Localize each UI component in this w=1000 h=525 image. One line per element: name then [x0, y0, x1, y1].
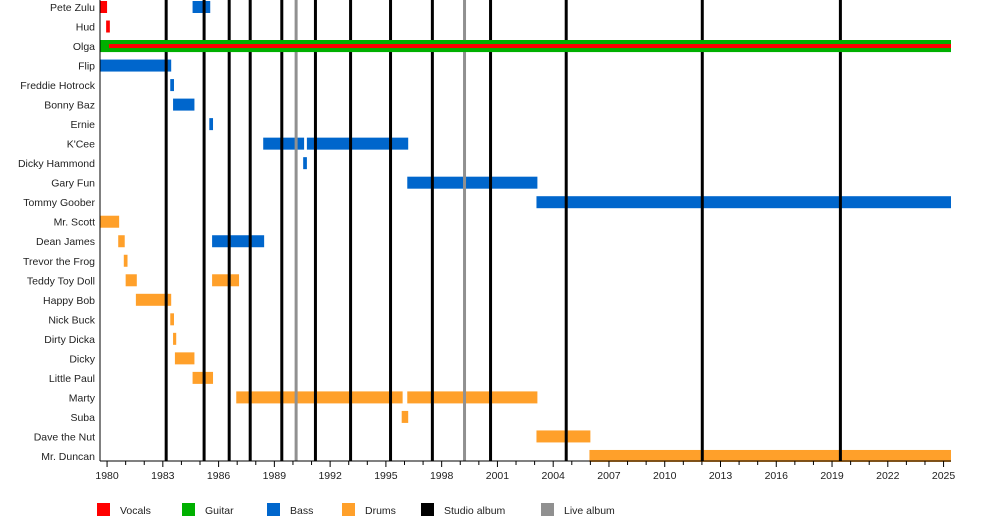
member-label: Mr. Scott [54, 217, 96, 229]
studio-album-line [564, 0, 568, 461]
bar-drums-dean-james [118, 235, 125, 248]
studio-album-line [227, 0, 231, 461]
bar-drums-teddy-toy-doll [212, 274, 240, 287]
bar-vocals-olga-overlay [108, 44, 952, 49]
bar-bass-flip [100, 59, 172, 72]
member-label: Dirty Dicka [44, 334, 95, 346]
member-label: Trevor the Frog [23, 256, 95, 268]
x-tick-label: 2025 [932, 470, 956, 482]
bar-bass-k-cee [306, 137, 409, 150]
studio-album-line [489, 0, 493, 461]
x-tick-label: 2001 [486, 470, 510, 482]
bar-drums-marty [236, 391, 403, 404]
x-tick-label: 1989 [263, 470, 287, 482]
x-tick-label: 1980 [95, 470, 119, 482]
member-label: Marty [69, 392, 96, 404]
bar-vocals-hud [106, 20, 110, 33]
legend-label: Live album [564, 505, 615, 517]
studio-album-line [313, 0, 317, 461]
bar-bass-k-cee [263, 137, 305, 150]
legend-swatch-live-album [541, 503, 554, 516]
legend-label: Bass [290, 505, 313, 517]
member-label: Happy Bob [43, 295, 95, 307]
member-label: Olga [73, 41, 95, 53]
legend-swatch-guitar [182, 503, 195, 516]
member-label: Dicky [69, 353, 95, 365]
member-label: Dicky Hammond [18, 158, 95, 170]
bar-bass-bonny-baz [173, 98, 195, 111]
bar-bass-dean-james [212, 235, 265, 248]
member-label: Dean James [36, 236, 95, 248]
legend-label: Drums [365, 505, 396, 517]
legend-label: Guitar [205, 505, 234, 517]
member-label: Nick Buck [48, 314, 95, 326]
bar-drums-happy-bob [135, 293, 172, 306]
member-label: Dave the Nut [34, 431, 95, 443]
member-label: K'Cee [67, 139, 95, 151]
member-label: Tommy Goober [23, 197, 95, 209]
x-tick-label: 2013 [709, 470, 733, 482]
bar-drums-dicky [174, 352, 195, 365]
bar-bass-tommy-goober [536, 196, 951, 209]
legend-swatch-studio-album [421, 503, 434, 516]
bar-drums-nick-buck [170, 313, 174, 326]
studio-album-line [164, 0, 168, 461]
studio-album-line [838, 0, 842, 461]
x-tick-label: 2016 [765, 470, 789, 482]
member-label: Bonny Baz [44, 100, 95, 112]
member-label: Ernie [70, 119, 95, 131]
bar-drums-mr-duncan [589, 449, 951, 462]
x-tick-label: 1983 [151, 470, 175, 482]
studio-album-line [700, 0, 704, 461]
bar-bass-dicky-hammond [303, 157, 307, 170]
x-tick-label: 2004 [542, 470, 566, 482]
bar-drums-mr-scott [100, 215, 120, 228]
legend-swatch-drums [342, 503, 355, 516]
member-label: Freddie Hotrock [20, 80, 95, 92]
member-label: Flip [78, 61, 95, 73]
bar-drums-dave-the-nut [536, 430, 591, 443]
legend-label: Studio album [444, 505, 506, 517]
studio-album-line [280, 0, 284, 461]
x-tick-label: 1998 [430, 470, 454, 482]
studio-album-line [430, 0, 434, 461]
member-label: Hud [76, 22, 95, 34]
bar-drums-suba [401, 410, 409, 423]
studio-album-line [349, 0, 353, 461]
member-label: Suba [70, 412, 95, 424]
bar-drums-marty [407, 391, 538, 404]
x-tick-label: 2007 [597, 470, 621, 482]
bar-bass-freddie-hotrock [170, 79, 174, 92]
bar-bass-ernie [209, 118, 214, 131]
legend-swatch-bass [267, 503, 280, 516]
member-label: Pete Zulu [50, 2, 95, 14]
bar-vocals-pete-zulu [100, 1, 108, 13]
bar-bass-pete-zulu [192, 1, 211, 13]
member-label: Little Paul [49, 373, 95, 385]
legend-label: Vocals [120, 505, 151, 517]
x-tick-label: 2019 [820, 470, 844, 482]
bar-bass-gary-fun [407, 176, 538, 189]
live-album-line [294, 0, 298, 461]
legend-swatch-vocals [97, 503, 110, 516]
x-tick-label: 1995 [374, 470, 398, 482]
member-label: Teddy Toy Doll [27, 275, 95, 287]
bar-drums-teddy-toy-doll [125, 274, 137, 287]
studio-album-line [389, 0, 393, 461]
live-album-line [463, 0, 467, 461]
x-tick-label: 2022 [876, 470, 900, 482]
x-tick-label: 1992 [318, 470, 342, 482]
bar-drums-trevor-the-frog [123, 254, 128, 267]
x-tick-label: 2010 [653, 470, 677, 482]
x-tick-label: 1986 [207, 470, 231, 482]
member-label: Gary Fun [51, 178, 95, 190]
studio-album-line [248, 0, 252, 461]
studio-album-line [202, 0, 206, 461]
bar-drums-dirty-dicka [173, 332, 177, 345]
member-label: Mr. Duncan [41, 451, 95, 463]
